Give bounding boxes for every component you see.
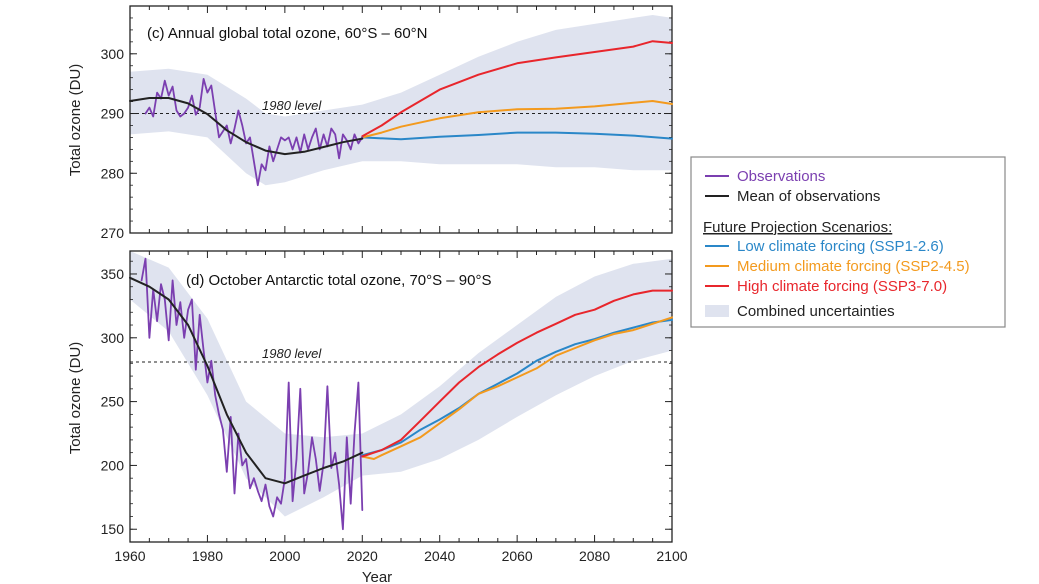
- d-low-forcing-line: [361, 318, 673, 457]
- d-medium-forcing-line: [361, 316, 673, 460]
- panel-c-chart: 270 280 290 300 (c) Annual global total ozo…: [67, 5, 673, 241]
- d-reference-label: 1980 level: [262, 346, 322, 361]
- c-lines-group: [129, 40, 673, 187]
- d-y-tick-label: 350: [101, 266, 125, 282]
- c-observations-line: [144, 78, 364, 187]
- d-lines-group: [129, 257, 673, 531]
- d-y-tick-label: 150: [101, 521, 125, 537]
- legend-high-label: High climate forcing (SSP3-7.0): [737, 278, 947, 295]
- legend-mean-label: Mean of observations: [737, 188, 880, 205]
- c-panel-title: (c) Annual global total ozone, 60°S – 60…: [147, 25, 428, 42]
- c-uncertainty-band-group: [130, 15, 672, 186]
- x-tick-label: 2040: [424, 548, 455, 564]
- legend-observations-label: Observations: [737, 168, 825, 185]
- d-panel-title: (d) October Antarctic total ozone, 70°S …: [186, 272, 492, 289]
- d-uncertainty-band: [130, 251, 672, 517]
- c-y-axis-title: Total ozone (DU): [67, 64, 84, 177]
- x-tick-labels: 1960 1980 2000 2020 2040 2060 2080 2100: [114, 548, 687, 564]
- c-y-tick-label: 270: [101, 225, 125, 241]
- c-reference-label: 1980 level: [262, 98, 322, 113]
- c-low-forcing-line: [361, 131, 673, 141]
- panel-d-chart: 150 200 250 300 350 (d) October Antarctic to…: [67, 250, 673, 543]
- c-high-forcing-line: [361, 40, 673, 138]
- d-axes-group: 150 200 250 300 350: [101, 250, 673, 543]
- legend-uncertainty-label: Combined uncertainties: [737, 303, 895, 320]
- c-medium-forcing-line: [361, 100, 673, 139]
- x-tick-label: 2060: [502, 548, 533, 564]
- d-y-axis-title: Total ozone (DU): [67, 342, 84, 455]
- x-tick-label: 1980: [192, 548, 223, 564]
- c-y-tick-label: 290: [101, 106, 125, 122]
- c-axes-group: 270 280 290 300: [101, 5, 673, 241]
- x-tick-label: 2000: [269, 548, 300, 564]
- legend: Observations Mean of observations Future…: [690, 156, 1006, 328]
- legend-medium-label: Medium climate forcing (SSP2-4.5): [737, 258, 970, 275]
- x-tick-label: 2080: [579, 548, 610, 564]
- c-y-tick-label: 280: [101, 165, 125, 181]
- c-uncertainty-band: [130, 15, 672, 186]
- x-tick-label: 2100: [656, 548, 687, 564]
- legend-uncertainty-swatch: [705, 305, 729, 317]
- d-y-tick-label: 250: [101, 394, 125, 410]
- d-high-forcing-line: [361, 289, 673, 458]
- legend-heading: Future Projection Scenarios:: [703, 219, 892, 236]
- d-y-tick-label: 200: [101, 457, 125, 473]
- c-mean-line: [129, 97, 364, 156]
- x-tick-label: 1960: [114, 548, 145, 564]
- x-tick-label: 2020: [347, 548, 378, 564]
- d-y-tick-label: 300: [101, 330, 125, 346]
- x-axis-title: Year: [362, 569, 392, 584]
- c-y-tick-label: 300: [101, 46, 125, 62]
- legend-frame: [690, 156, 1006, 328]
- d-mean-line: [129, 276, 364, 485]
- legend-low-label: Low climate forcing (SSP1-2.6): [737, 238, 944, 255]
- d-uncertainty-band-group: [130, 251, 672, 517]
